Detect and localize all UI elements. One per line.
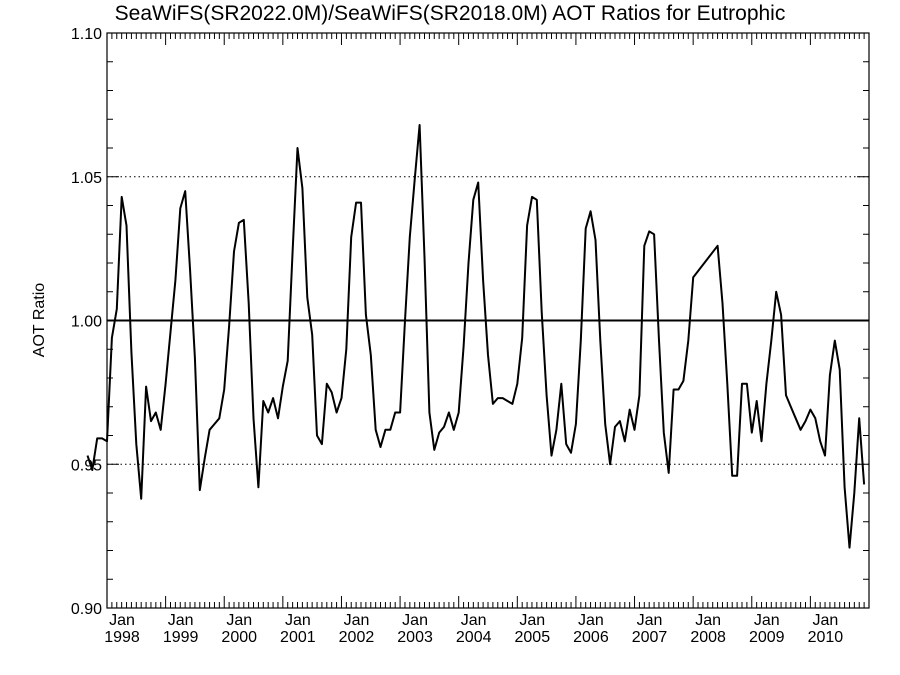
x-tick-month-label: Jan: [285, 612, 311, 629]
x-tick-month-label: Jan: [519, 612, 545, 629]
x-tick-year-label: 1998: [104, 629, 140, 646]
x-tick-month-label: Jan: [226, 612, 252, 629]
reference-lines: [107, 176, 869, 465]
x-tick-month-label: Jan: [695, 612, 721, 629]
x-tick-year-label: 2005: [515, 629, 551, 646]
x-tick-month-label: Jan: [109, 612, 135, 629]
plot-frame: [106, 32, 870, 609]
x-tick-month-label: Jan: [578, 612, 604, 629]
x-tick-month-label: Jan: [754, 612, 780, 629]
y-tick-label: 1.00: [71, 314, 102, 331]
x-tick-month-label: Jan: [402, 612, 428, 629]
y-tick-label: 1.05: [71, 170, 102, 187]
x-tick-year-label: 2008: [690, 629, 726, 646]
series-line: [86, 124, 866, 549]
y-axis-ticks: 0.90 0.95 1.00 1.05 1.10: [71, 26, 869, 618]
x-tick-year-label: 2006: [573, 629, 609, 646]
x-tick-year-label: 2004: [456, 629, 492, 646]
x-tick-year-label: 2001: [280, 629, 316, 646]
x-tick-year-label: 2009: [749, 629, 785, 646]
x-tick-year-label: 1999: [163, 629, 199, 646]
x-tick-year-label: 2002: [339, 629, 375, 646]
x-tick-year-label: 2000: [221, 629, 257, 646]
chart-title: SeaWiFS(SR2022.0M)/SeaWiFS(SR2018.0M) AO…: [114, 2, 786, 25]
x-axis-ticks: Jan1998Jan1999Jan2000Jan2001Jan2002Jan20…: [104, 33, 870, 646]
x-tick-year-label: 2010: [808, 629, 844, 646]
y-tick-label: 0.90: [71, 601, 102, 618]
x-tick-month-label: Jan: [637, 612, 663, 629]
x-tick-month-label: Jan: [344, 612, 370, 629]
x-tick-month-label: Jan: [461, 612, 487, 629]
y-tick-label: 0.95: [71, 457, 102, 474]
series-group: [86, 124, 866, 549]
x-tick-year-label: 2007: [632, 629, 668, 646]
x-tick-month-label: Jan: [812, 612, 838, 629]
x-tick-year-label: 2003: [397, 629, 433, 646]
y-tick-label: 1.10: [71, 26, 102, 43]
x-tick-month-label: Jan: [168, 612, 194, 629]
